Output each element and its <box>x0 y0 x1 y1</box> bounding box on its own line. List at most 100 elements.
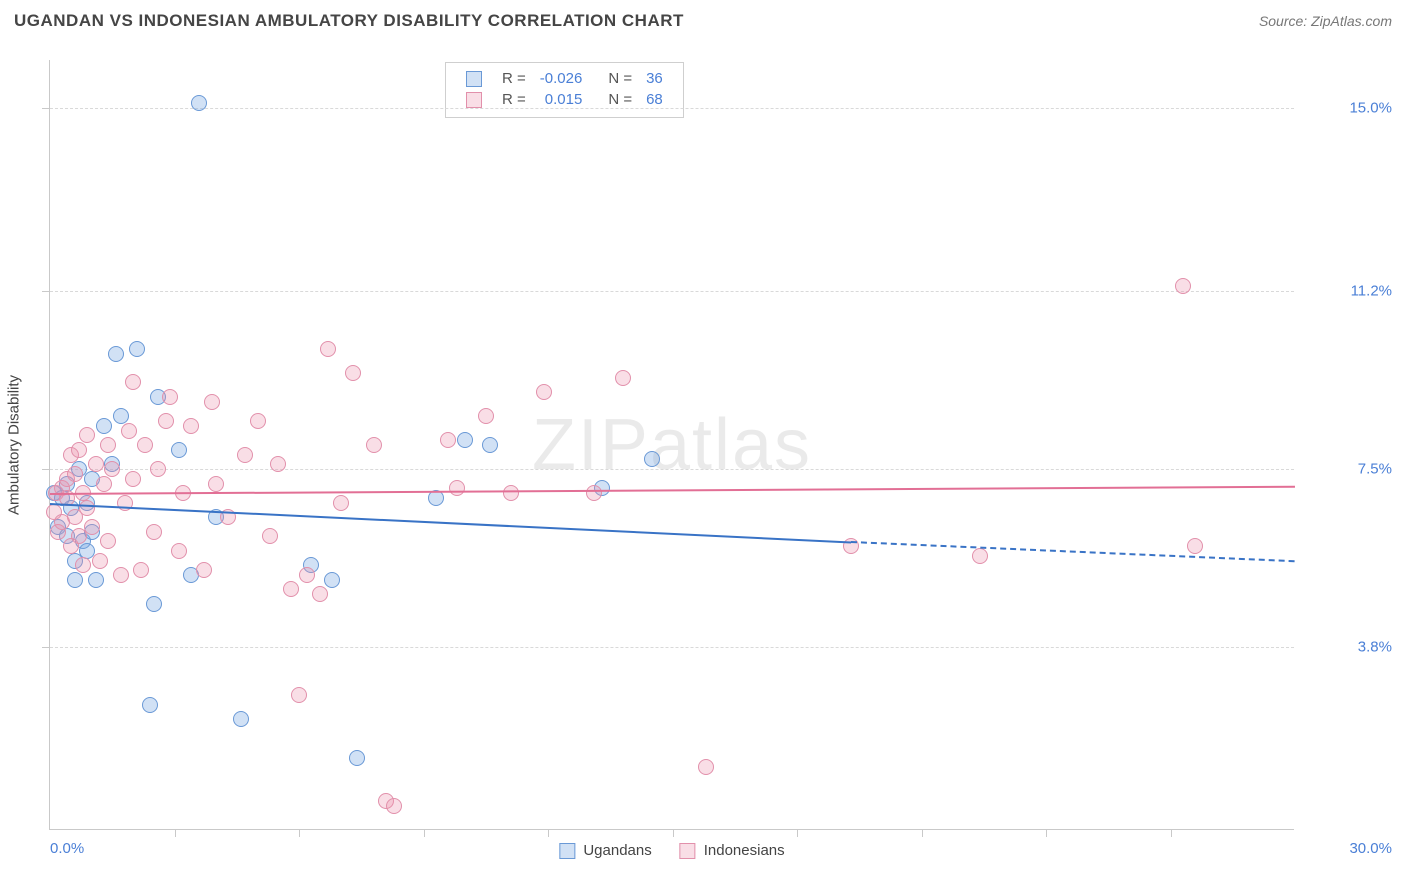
watermark: ZIPatlas <box>532 404 812 486</box>
gridline <box>50 647 1294 648</box>
marker-indonesians <box>299 567 315 583</box>
marker-ugandans <box>129 341 145 357</box>
marker-indonesians <box>125 374 141 390</box>
y-tick-label: 11.2% <box>1302 283 1392 300</box>
marker-indonesians <box>146 524 162 540</box>
marker-indonesians <box>92 553 108 569</box>
regression-line <box>50 486 1295 495</box>
x-tick <box>175 829 176 837</box>
legend-stat-row: R =-0.026N =36 <box>460 69 669 88</box>
marker-indonesians <box>79 427 95 443</box>
marker-ugandans <box>349 750 365 766</box>
marker-ugandans <box>150 389 166 405</box>
marker-indonesians <box>46 504 62 520</box>
marker-ugandans <box>96 418 112 434</box>
marker-ugandans <box>79 495 95 511</box>
marker-indonesians <box>208 476 224 492</box>
y-tick <box>42 291 50 292</box>
marker-indonesians <box>449 480 465 496</box>
marker-ugandans <box>324 572 340 588</box>
marker-ugandans <box>63 500 79 516</box>
marker-indonesians <box>63 538 79 554</box>
marker-ugandans <box>59 528 75 544</box>
marker-indonesians <box>440 432 456 448</box>
marker-indonesians <box>59 471 75 487</box>
y-tick-label: 7.5% <box>1302 461 1392 478</box>
marker-indonesians <box>71 528 87 544</box>
marker-indonesians <box>171 543 187 559</box>
marker-ugandans <box>88 572 104 588</box>
marker-ugandans <box>594 480 610 496</box>
marker-indonesians <box>133 562 149 578</box>
regression-line <box>851 541 1295 562</box>
marker-ugandans <box>233 711 249 727</box>
x-axis-start-label: 0.0% <box>50 840 84 857</box>
marker-indonesians <box>75 557 91 573</box>
marker-ugandans <box>113 408 129 424</box>
marker-ugandans <box>67 572 83 588</box>
marker-ugandans <box>108 346 124 362</box>
marker-indonesians <box>345 365 361 381</box>
legend-item: Ugandans <box>559 842 651 859</box>
marker-indonesians <box>250 413 266 429</box>
marker-indonesians <box>67 509 83 525</box>
y-tick-label: 3.8% <box>1302 639 1392 656</box>
plot-area: ZIPatlas Ambulatory Disability R =-0.026… <box>49 60 1294 830</box>
marker-ugandans <box>67 553 83 569</box>
marker-indonesians <box>312 586 328 602</box>
marker-indonesians <box>162 389 178 405</box>
marker-indonesians <box>333 495 349 511</box>
x-tick <box>299 829 300 837</box>
chart-title: UGANDAN VS INDONESIAN AMBULATORY DISABIL… <box>14 11 684 31</box>
y-tick <box>42 108 50 109</box>
regression-line <box>50 503 851 543</box>
marker-indonesians <box>503 485 519 501</box>
legend-item: Indonesians <box>680 842 785 859</box>
marker-indonesians <box>1187 538 1203 554</box>
marker-indonesians <box>125 471 141 487</box>
marker-indonesians <box>100 437 116 453</box>
marker-indonesians <box>196 562 212 578</box>
marker-indonesians <box>283 581 299 597</box>
x-tick <box>548 829 549 837</box>
marker-ugandans <box>79 543 95 559</box>
marker-indonesians <box>262 528 278 544</box>
marker-indonesians <box>378 793 394 809</box>
y-axis-title: Ambulatory Disability <box>6 374 23 514</box>
y-tick <box>42 647 50 648</box>
marker-indonesians <box>96 476 112 492</box>
gridline <box>50 108 1294 109</box>
marker-ugandans <box>171 442 187 458</box>
marker-ugandans <box>59 476 75 492</box>
marker-indonesians <box>237 447 253 463</box>
marker-indonesians <box>698 759 714 775</box>
marker-indonesians <box>615 370 631 386</box>
marker-indonesians <box>63 447 79 463</box>
gridline <box>50 469 1294 470</box>
marker-indonesians <box>183 418 199 434</box>
marker-indonesians <box>586 485 602 501</box>
marker-indonesians <box>478 408 494 424</box>
x-tick <box>673 829 674 837</box>
marker-ugandans <box>84 471 100 487</box>
x-tick <box>922 829 923 837</box>
marker-indonesians <box>79 500 95 516</box>
legend-stat-row: R =0.015N =68 <box>460 90 669 109</box>
y-tick-label: 15.0% <box>1302 100 1392 117</box>
y-tick <box>42 469 50 470</box>
marker-indonesians <box>972 548 988 564</box>
marker-ugandans <box>303 557 319 573</box>
marker-indonesians <box>204 394 220 410</box>
marker-indonesians <box>121 423 137 439</box>
chart-source: Source: ZipAtlas.com <box>1259 13 1392 29</box>
marker-ugandans <box>146 596 162 612</box>
marker-indonesians <box>84 519 100 535</box>
marker-indonesians <box>71 442 87 458</box>
marker-ugandans <box>75 533 91 549</box>
marker-ugandans <box>142 697 158 713</box>
marker-indonesians <box>320 341 336 357</box>
x-tick <box>797 829 798 837</box>
x-tick <box>424 829 425 837</box>
marker-ugandans <box>457 432 473 448</box>
marker-ugandans <box>50 519 66 535</box>
